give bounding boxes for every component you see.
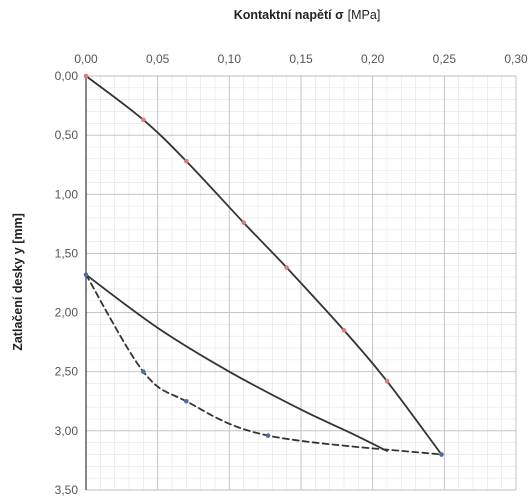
series-line-2 (85, 273, 388, 452)
y-tick-label: 1,50 (55, 246, 79, 260)
y-tick-label: 2,00 (55, 306, 79, 320)
y-tick-label: 3,50 (55, 483, 79, 497)
y-tick-label: 1,00 (55, 187, 79, 201)
y-tick-label: 0,50 (55, 128, 79, 142)
y-axis-ticks: 0,00 0,50 1,00 1,50 2,00 2,50 3,00 3,50 (55, 69, 79, 497)
data-point (265, 433, 271, 438)
x-tick-label: 0,20 (361, 52, 385, 66)
x-tick-label: 0,25 (433, 52, 457, 66)
data-point (284, 265, 289, 270)
major-grid (85, 75, 517, 491)
data-point (384, 378, 390, 384)
x-tick-label: 0,30 (504, 52, 528, 66)
data-point (439, 452, 444, 457)
data-point (83, 73, 89, 79)
data-point (241, 220, 246, 225)
data-point (341, 328, 347, 333)
data-point (83, 272, 89, 278)
x-axis-ticks: 0,00 0,05 0,10 0,15 0,20 0,25 0,30 (74, 52, 528, 66)
data-point (184, 398, 189, 404)
x-tick-label: 0,10 (218, 52, 242, 66)
data-point (141, 117, 146, 123)
series-line-3 (85, 273, 443, 456)
marker-layer (83, 73, 444, 457)
x-tick-label: 0,05 (146, 52, 170, 66)
y-tick-label: 2,50 (55, 365, 79, 379)
x-axis-title-main: Kontaktní napětí σ (234, 8, 344, 22)
data-point (141, 369, 146, 375)
data-point (184, 158, 189, 164)
x-axis-title-unit: [MPa] (348, 8, 381, 22)
x-axis-title: Kontaktní napětí σ [MPa] (234, 8, 381, 22)
y-tick-label: 3,00 (55, 424, 79, 438)
y-axis-title: Zatlačení desky y [mm] (11, 213, 25, 351)
x-tick-label: 0,15 (289, 52, 313, 66)
y-tick-label: 0,00 (55, 69, 79, 83)
x-tick-label: 0,00 (74, 52, 98, 66)
